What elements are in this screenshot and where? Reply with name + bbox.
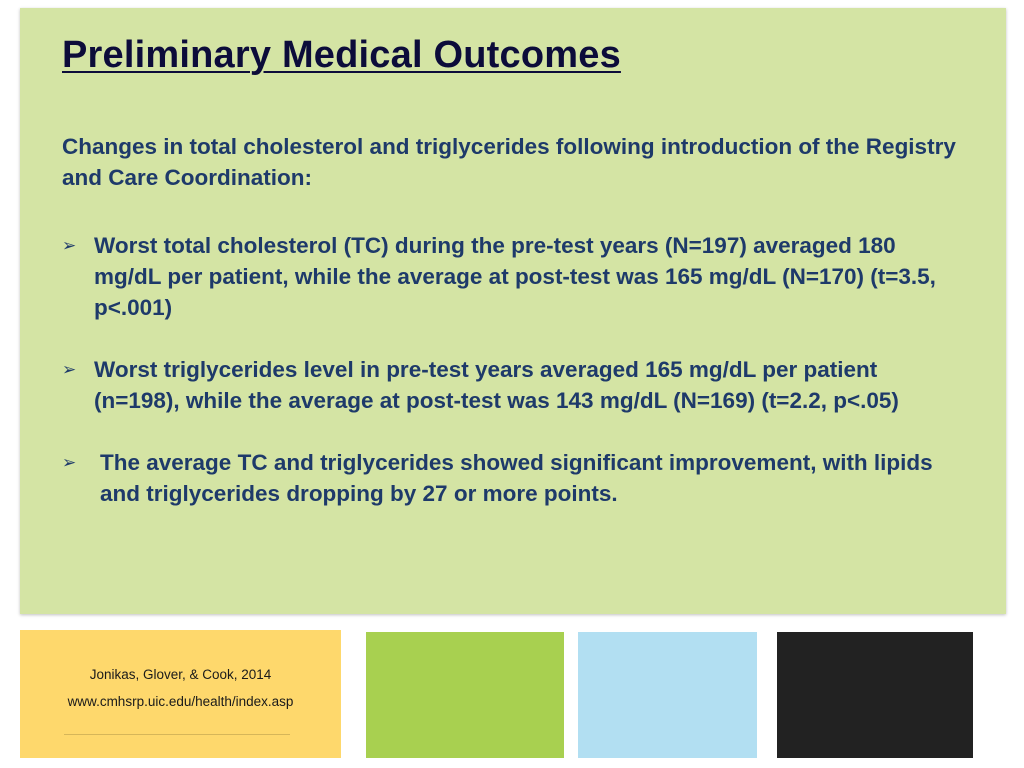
- bullet-text: The average TC and triglycerides showed …: [100, 450, 933, 506]
- citation-block: Jonikas, Glover, & Cook, 2014 www.cmhsrp…: [20, 630, 341, 758]
- citation-url: www.cmhsrp.uic.edu/health/index.asp: [67, 694, 294, 709]
- arrow-bullet-icon: ➢: [62, 236, 77, 256]
- bullet-item-tc: ➢ Worst total cholesterol (TC) during th…: [62, 230, 962, 323]
- slide-title: Preliminary Medical Outcomes: [62, 34, 621, 76]
- content-panel: Preliminary Medical Outcomes Changes in …: [20, 8, 1006, 614]
- bullet-list: ➢ Worst total cholesterol (TC) during th…: [62, 230, 962, 509]
- citation-author: Jonikas, Glover, & Cook, 2014: [89, 667, 272, 682]
- citation-divider: [64, 734, 290, 735]
- green-decor-block: [366, 632, 564, 758]
- bullet-text: Worst triglycerides level in pre-test ye…: [94, 357, 899, 413]
- black-decor-block: [777, 632, 973, 758]
- arrow-bullet-icon: ➢: [62, 360, 77, 380]
- arrow-bullet-icon: ➢: [62, 453, 77, 473]
- bullet-item-triglycerides: ➢ Worst triglycerides level in pre-test …: [62, 354, 962, 416]
- bullet-text: Worst total cholesterol (TC) during the …: [94, 233, 936, 320]
- bullet-item-summary: ➢ The average TC and triglycerides showe…: [62, 447, 962, 509]
- slide-subtitle: Changes in total cholesterol and triglyc…: [62, 134, 956, 190]
- blue-decor-block: [578, 632, 757, 758]
